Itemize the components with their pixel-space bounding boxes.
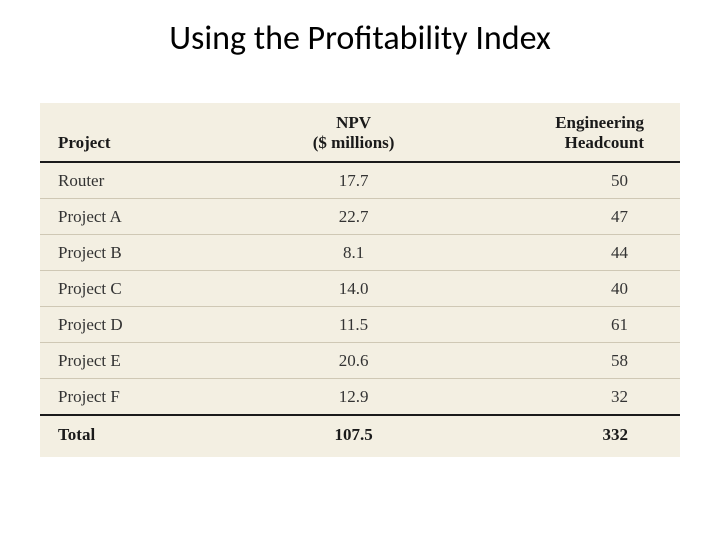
table-header-row: Project NPV ($ millions) Engineering Hea…	[40, 103, 680, 162]
cell-project: Project B	[40, 235, 232, 271]
table-row: Project C 14.0 40	[40, 271, 680, 307]
table-row: Router 17.7 50	[40, 162, 680, 199]
cell-total-npv: 107.5	[232, 415, 475, 457]
cell-total-label: Total	[40, 415, 232, 457]
table-row: Project F 12.9 32	[40, 379, 680, 416]
cell-npv: 22.7	[232, 199, 475, 235]
cell-npv: 20.6	[232, 343, 475, 379]
cell-project: Project C	[40, 271, 232, 307]
table-row: Project E 20.6 58	[40, 343, 680, 379]
cell-project: Project D	[40, 307, 232, 343]
cell-npv: 8.1	[232, 235, 475, 271]
cell-npv: 17.7	[232, 162, 475, 199]
cell-project: Project F	[40, 379, 232, 416]
cell-headcount: 58	[475, 343, 680, 379]
cell-npv: 12.9	[232, 379, 475, 416]
col-header-npv-line2: ($ millions)	[250, 133, 457, 153]
cell-headcount: 40	[475, 271, 680, 307]
cell-project: Project E	[40, 343, 232, 379]
profitability-table-wrap: Project NPV ($ millions) Engineering Hea…	[40, 103, 680, 457]
col-header-npv-line1: NPV	[336, 113, 371, 132]
table-row: Project B 8.1 44	[40, 235, 680, 271]
profitability-table: Project NPV ($ millions) Engineering Hea…	[40, 103, 680, 457]
cell-headcount: 44	[475, 235, 680, 271]
table-total-row: Total 107.5 332	[40, 415, 680, 457]
cell-headcount: 50	[475, 162, 680, 199]
cell-headcount: 61	[475, 307, 680, 343]
col-header-headcount-line1: Engineering	[555, 113, 644, 132]
col-header-npv: NPV ($ millions)	[232, 103, 475, 162]
col-header-headcount-line2: Headcount	[493, 133, 644, 153]
col-header-headcount: Engineering Headcount	[475, 103, 680, 162]
table-body: Router 17.7 50 Project A 22.7 47 Project…	[40, 162, 680, 457]
cell-project: Router	[40, 162, 232, 199]
cell-headcount: 47	[475, 199, 680, 235]
table-row: Project D 11.5 61	[40, 307, 680, 343]
cell-project: Project A	[40, 199, 232, 235]
col-header-project: Project	[40, 103, 232, 162]
table-row: Project A 22.7 47	[40, 199, 680, 235]
slide: Using the Profitability Index Project NP…	[0, 0, 720, 540]
cell-total-headcount: 332	[475, 415, 680, 457]
page-title: Using the Profitability Index	[0, 18, 720, 59]
cell-npv: 11.5	[232, 307, 475, 343]
cell-headcount: 32	[475, 379, 680, 416]
cell-npv: 14.0	[232, 271, 475, 307]
